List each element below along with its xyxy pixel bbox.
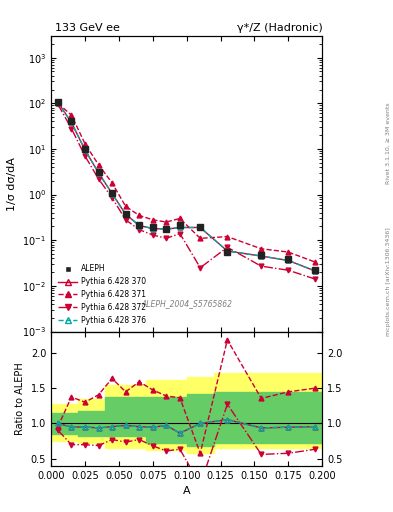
X-axis label: A: A (183, 486, 191, 496)
Text: 133 GeV ee: 133 GeV ee (55, 23, 120, 33)
Legend: ALEPH, Pythia 6.428 370, Pythia 6.428 371, Pythia 6.428 372, Pythia 6.428 376: ALEPH, Pythia 6.428 370, Pythia 6.428 37… (55, 261, 149, 328)
Y-axis label: Ratio to ALEPH: Ratio to ALEPH (15, 362, 25, 435)
Text: ALEPH_2004_S5765862: ALEPH_2004_S5765862 (141, 299, 232, 308)
Y-axis label: 1/σ dσ/dA: 1/σ dσ/dA (7, 157, 17, 210)
Text: γ*/Z (Hadronic): γ*/Z (Hadronic) (237, 23, 322, 33)
Text: Rivet 3.1.10, ≥ 3M events: Rivet 3.1.10, ≥ 3M events (386, 102, 391, 184)
Text: mcplots.cern.ch [arXiv:1306.3436]: mcplots.cern.ch [arXiv:1306.3436] (386, 227, 391, 336)
